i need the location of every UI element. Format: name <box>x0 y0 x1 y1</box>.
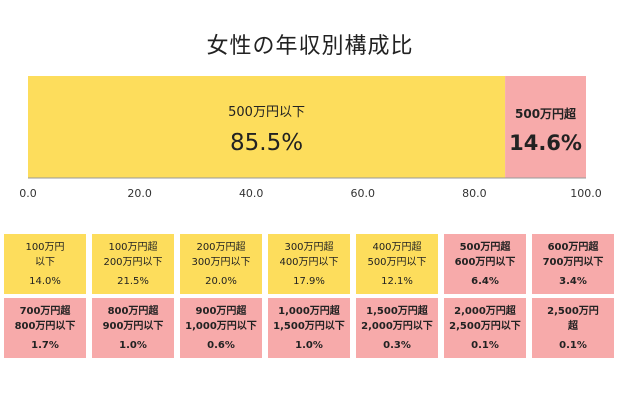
bracket-label: 500万円超 600万円以下 <box>454 241 516 268</box>
bracket-label: 800万円超 900万円以下 <box>102 305 164 332</box>
x-tick-label: 0.0 <box>19 187 37 200</box>
stacked-bar-chart: 500万円以下 85.5% 500万円超 14.6% 0.0 20.0 40.0 60.0 80… <box>19 76 602 200</box>
income-bracket-tile: 500万円超 600万円以下 6.4% <box>444 234 526 294</box>
bracket-value: 1.0% <box>119 339 147 351</box>
bracket-label: 300万円超 400万円以下 <box>279 241 339 268</box>
income-bracket-tile: 1,000万円超 1,500万円以下 1.0% <box>268 298 350 358</box>
income-bracket-tile: 900万円超 1,000万円以下 0.6% <box>180 298 262 358</box>
x-tick-label: 80.0 <box>462 187 487 200</box>
bracket-label: 2,000万円超 2,500万円以下 <box>449 305 521 332</box>
bracket-label: 2,500万円 超 <box>547 305 599 332</box>
segment-name-label: 500万円超 <box>515 106 577 121</box>
bracket-value: 14.0% <box>29 275 61 287</box>
income-bracket-tile: 2,000万円超 2,500万円以下 0.1% <box>444 298 526 358</box>
bracket-label: 200万円超 300万円以下 <box>191 241 251 268</box>
bracket-label: 900万円超 1,000万円以下 <box>185 305 257 332</box>
bracket-value: 0.1% <box>471 339 499 351</box>
income-bracket-tile: 800万円超 900万円以下 1.0% <box>92 298 174 358</box>
x-tick-label: 40.0 <box>239 187 264 200</box>
income-bracket-tile: 300万円超 400万円以下 17.9% <box>268 234 350 294</box>
income-bracket-tile: 700万円超 800万円以下 1.7% <box>4 298 86 358</box>
bracket-value: 12.1% <box>381 275 413 287</box>
bracket-label: 1,500万円超 2,000万円以下 <box>361 305 433 332</box>
income-bracket-tile: 400万円超 500万円以下 12.1% <box>356 234 438 294</box>
bracket-value: 20.0% <box>205 275 237 287</box>
bracket-value: 0.6% <box>207 339 235 351</box>
bracket-value: 17.9% <box>293 275 325 287</box>
bracket-label: 100万円 以下 <box>25 241 65 268</box>
bar-segment <box>505 76 586 178</box>
income-bracket-tile: 2,500万円 超 0.1% <box>532 298 614 358</box>
income-bracket-tile: 100万円 以下 14.0% <box>4 234 86 294</box>
income-bracket-tile: 100万円超 200万円以下 21.5% <box>92 234 174 294</box>
bracket-value: 1.0% <box>295 339 323 351</box>
segment-value-label: 14.6% <box>509 131 582 155</box>
income-bracket-tile: 600万円超 700万円以下 3.4% <box>532 234 614 294</box>
bracket-label: 700万円超 800万円以下 <box>14 305 76 332</box>
income-bracket-tile: 200万円超 300万円以下 20.0% <box>180 234 262 294</box>
bracket-label: 400万円超 500万円以下 <box>367 241 427 268</box>
bracket-value: 0.1% <box>559 339 587 351</box>
x-tick-label: 100.0 <box>570 187 602 200</box>
bracket-value: 6.4% <box>471 275 499 287</box>
bracket-label: 600万円超 700万円以下 <box>542 241 604 268</box>
bracket-value: 21.5% <box>117 275 149 287</box>
bar-segment <box>28 76 506 178</box>
bracket-value: 0.3% <box>383 339 411 351</box>
bracket-value: 1.7% <box>31 339 59 351</box>
bracket-value: 3.4% <box>559 275 587 287</box>
x-tick-label: 60.0 <box>351 187 376 200</box>
chart-title: 女性の年収別構成比 <box>206 34 414 59</box>
income-bracket-tile: 1,500万円超 2,000万円以下 0.3% <box>356 298 438 358</box>
segment-value-label: 85.5% <box>230 130 303 156</box>
bracket-label: 100万円超 200万円以下 <box>103 241 163 268</box>
bracket-label: 1,000万円超 1,500万円以下 <box>273 305 345 332</box>
x-tick-label: 20.0 <box>127 187 152 200</box>
segment-name-label: 500万円以下 <box>228 105 305 120</box>
